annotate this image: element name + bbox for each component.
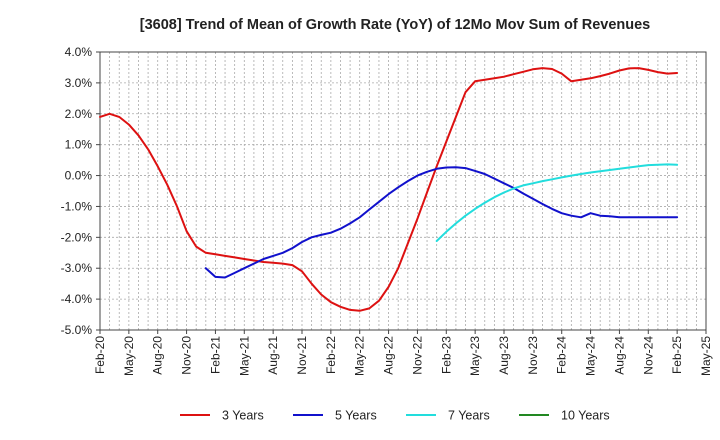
legend: 3 Years 5 Years 7 Years 10 Years — [180, 409, 610, 423]
x-tick-label: Aug-22 — [382, 336, 396, 375]
y-tick-label: -1.0% — [61, 199, 93, 213]
y-axis: 4.0% 3.0% 2.0% 1.0% 0.0% -1.0% -2.0% -3.0% -4.0%… — [61, 45, 100, 337]
plot-area — [99, 51, 707, 331]
x-tick-label: Feb-22 — [324, 336, 338, 374]
legend-label: 5 Years — [335, 409, 377, 423]
y-tick-label: -3.0% — [61, 261, 93, 275]
chart-title: [3608] Trend of Mean of Growth Rate (YoY… — [140, 17, 651, 33]
y-tick-label: 2.0% — [65, 107, 93, 121]
y-tick-label: 0.0% — [65, 169, 93, 183]
series-line-7-years — [435, 163, 679, 242]
x-tick-label: Aug-20 — [151, 336, 165, 375]
x-tick-label: Nov-24 — [641, 336, 655, 375]
x-tick-label: Feb-25 — [670, 336, 684, 374]
y-tick-label: 1.0% — [65, 138, 93, 152]
y-tick-label: -2.0% — [61, 230, 93, 244]
x-tick-label: May-21 — [237, 336, 251, 376]
x-tick-label: May-22 — [353, 336, 367, 376]
x-tick-label: Aug-21 — [266, 336, 280, 375]
x-tick-label: Nov-21 — [295, 336, 309, 375]
x-tick-label: Aug-24 — [612, 336, 626, 375]
series-line-3-years — [99, 67, 679, 312]
y-tick-label: -5.0% — [61, 323, 93, 337]
x-tick-label: Nov-23 — [526, 336, 540, 375]
grid-lines — [100, 52, 706, 330]
y-tick-label: -4.0% — [61, 292, 93, 306]
y-tick-label: 4.0% — [65, 45, 93, 59]
x-tick-label: Feb-20 — [93, 336, 107, 374]
x-tick-label: Nov-22 — [410, 336, 424, 375]
x-tick-label: Nov-20 — [180, 336, 194, 375]
series-layer — [99, 67, 679, 312]
x-tick-label: Aug-23 — [497, 336, 511, 375]
legend-label: 3 Years — [222, 409, 264, 423]
x-tick-label: May-20 — [122, 336, 136, 376]
x-tick-label: Feb-24 — [555, 336, 569, 374]
x-tick-label: May-25 — [699, 336, 713, 376]
x-tick-label: May-23 — [468, 336, 482, 376]
x-axis: Feb-20 May-20 Aug-20 Nov-20 Feb-21 May-21 Aug-… — [93, 330, 713, 376]
series-line-5-years — [204, 166, 679, 279]
y-tick-label: 3.0% — [65, 76, 93, 90]
x-tick-label: Feb-23 — [439, 336, 453, 374]
legend-label: 7 Years — [448, 409, 490, 423]
x-tick-label: Feb-21 — [208, 336, 222, 374]
x-tick-label: May-24 — [584, 336, 598, 376]
legend-label: 10 Years — [561, 409, 610, 423]
